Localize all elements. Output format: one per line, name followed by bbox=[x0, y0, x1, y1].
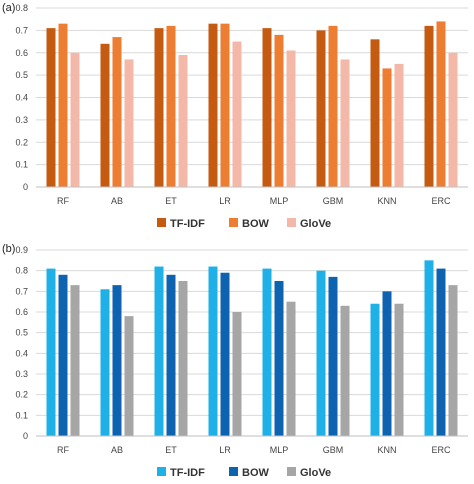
chart-a-x-tick-label: ERC bbox=[431, 196, 451, 206]
chart-a-bar-bow-knn bbox=[382, 68, 392, 187]
chart-a-bar-glove-mlp bbox=[286, 50, 296, 188]
chart-b-bar-bow-knn bbox=[382, 291, 392, 436]
chart-a-legend-label-glove: GloVe bbox=[300, 218, 331, 230]
chart-b-legend-label-tf-idf: TF-IDF bbox=[170, 467, 205, 479]
chart-b-x-tick-label: RF bbox=[57, 445, 69, 455]
chart-b-bar-tf-idf-rf bbox=[46, 268, 56, 436]
chart-b-x-tick-label: ET bbox=[165, 445, 177, 455]
chart-b-y-tick-label: 0.2 bbox=[15, 390, 28, 400]
chart-a-bar-glove-gbm bbox=[340, 59, 350, 187]
chart-b-bar-bow-et bbox=[166, 274, 176, 436]
chart-a-bar-tf-idf-ab bbox=[100, 43, 110, 187]
chart-b-y-tick-label: 0.8 bbox=[15, 266, 28, 276]
chart-a-y-tick-label: 0.4 bbox=[15, 93, 28, 103]
chart-b-x-tick-label: MLP bbox=[270, 445, 289, 455]
chart-b-y-tick-label: 0.5 bbox=[15, 328, 28, 338]
chart-b-panel-label: (b) bbox=[2, 243, 15, 255]
chart-a-bar-glove-erc bbox=[448, 52, 458, 187]
chart-b-bar-bow-mlp bbox=[274, 281, 284, 436]
chart-a-y-tick-label: 0.6 bbox=[15, 48, 28, 58]
chart-a-y-tick-label: 0.5 bbox=[15, 70, 28, 80]
chart-a-x-tick-label: AB bbox=[111, 196, 123, 206]
chart-a-bar-bow-erc bbox=[436, 21, 446, 187]
chart-a-bar-bow-rf bbox=[58, 23, 68, 187]
chart-b-bar-tf-idf-mlp bbox=[262, 268, 272, 436]
chart-a-y-tick-label: 0.2 bbox=[15, 137, 28, 147]
chart-b-y-tick-label: 0.1 bbox=[15, 410, 28, 420]
chart-b-bar-tf-idf-erc bbox=[424, 260, 434, 436]
chart-b-bar-glove-mlp bbox=[286, 301, 296, 436]
chart-a-bar-tf-idf-lr bbox=[208, 23, 218, 187]
chart-a-y-tick-label: 0.1 bbox=[15, 160, 28, 170]
chart-a-bar-glove-lr bbox=[232, 41, 242, 187]
chart-b-bar-tf-idf-ab bbox=[100, 289, 110, 436]
chart-b-bar-tf-idf-lr bbox=[208, 266, 218, 436]
chart-a-bar-bow-lr bbox=[220, 23, 230, 187]
chart-b-y-tick-label: 0.4 bbox=[15, 348, 28, 358]
chart-a-bar-bow-mlp bbox=[274, 34, 284, 187]
chart-a-bar-tf-idf-mlp bbox=[262, 28, 272, 188]
chart-a-x-tick-label: ET bbox=[165, 196, 177, 206]
chart-b-x-tick-label: GBM bbox=[323, 445, 344, 455]
chart-a-y-tick-label: 0.8 bbox=[15, 3, 28, 13]
chart-b-bar-glove-knn bbox=[394, 303, 404, 436]
chart-a-bar-glove-rf bbox=[70, 52, 80, 187]
chart-a-x-tick-label: MLP bbox=[270, 196, 289, 206]
chart-b-y-tick-label: 0.7 bbox=[15, 286, 28, 296]
chart-a-bar-glove-knn bbox=[394, 63, 404, 187]
chart-b-bar-glove-lr bbox=[232, 312, 242, 436]
chart-a-legend-label-bow: BOW bbox=[242, 218, 270, 230]
chart-b-bar-bow-gbm bbox=[328, 276, 338, 436]
chart-b-bar-glove-rf bbox=[70, 285, 80, 436]
chart-b-bar-tf-idf-gbm bbox=[316, 270, 326, 436]
chart-b-bar-glove-erc bbox=[448, 285, 458, 436]
chart-a-x-tick-label: KNN bbox=[377, 196, 396, 206]
chart-b-legend-swatch-glove bbox=[287, 467, 296, 476]
chart-a-legend-swatch-bow bbox=[229, 218, 238, 227]
chart-b-x-tick-label: AB bbox=[111, 445, 123, 455]
chart-b-bar-glove-et bbox=[178, 281, 188, 436]
chart-b-bar-tf-idf-knn bbox=[370, 303, 380, 436]
chart-a-bar-bow-gbm bbox=[328, 25, 338, 188]
chart-a-bar-bow-ab bbox=[112, 37, 122, 188]
chart-b-x-tick-label: KNN bbox=[377, 445, 396, 455]
chart-b-x-tick-label: LR bbox=[219, 445, 231, 455]
chart-b-y-tick-label: 0.6 bbox=[15, 307, 28, 317]
chart-b-bar-tf-idf-et bbox=[154, 266, 164, 436]
chart-a-legend-label-tf-idf: TF-IDF bbox=[170, 218, 205, 230]
chart-a-x-tick-label: LR bbox=[219, 196, 231, 206]
chart-a-x-tick-label: RF bbox=[57, 196, 69, 206]
chart-a-y-tick-label: 0.3 bbox=[15, 115, 28, 125]
chart-b-legend-swatch-tf-idf bbox=[157, 467, 166, 476]
chart-b-bar-bow-lr bbox=[220, 272, 230, 436]
chart-b-bar-bow-rf bbox=[58, 274, 68, 436]
chart-b-bar-glove-ab bbox=[124, 316, 134, 436]
chart-b-bar-glove-gbm bbox=[340, 305, 350, 436]
chart-a-bar-tf-idf-gbm bbox=[316, 30, 326, 187]
chart-a-legend-swatch-glove bbox=[287, 218, 296, 227]
chart-a-y-tick-label: 0.7 bbox=[15, 25, 28, 35]
chart-b-y-tick-label: 0 bbox=[23, 431, 28, 441]
chart-b-y-tick-label: 0.9 bbox=[15, 245, 28, 255]
chart-b-bar-bow-erc bbox=[436, 268, 446, 436]
chart-a-bar-glove-ab bbox=[124, 59, 134, 187]
chart-a-y-tick-label: 0 bbox=[23, 182, 28, 192]
chart-a-x-tick-label: GBM bbox=[323, 196, 344, 206]
chart-b-legend-label-bow: BOW bbox=[242, 467, 270, 479]
chart-a-panel-label: (a) bbox=[2, 2, 15, 14]
chart-b-legend-label-glove: GloVe bbox=[300, 467, 331, 479]
chart-b-bar-bow-ab bbox=[112, 285, 122, 436]
chart-b-x-tick-label: ERC bbox=[431, 445, 451, 455]
chart-a-legend-swatch-tf-idf bbox=[157, 218, 166, 227]
chart-a-bar-bow-et bbox=[166, 25, 176, 188]
chart-b-legend-swatch-bow bbox=[229, 467, 238, 476]
chart-a-bar-tf-idf-et bbox=[154, 28, 164, 188]
chart-a-bar-tf-idf-rf bbox=[46, 28, 56, 188]
chart-a-bar-glove-et bbox=[178, 54, 188, 187]
chart-a-bar-tf-idf-knn bbox=[370, 39, 380, 188]
chart-b-y-tick-label: 0.3 bbox=[15, 369, 28, 379]
chart-a-bar-tf-idf-erc bbox=[424, 25, 434, 188]
